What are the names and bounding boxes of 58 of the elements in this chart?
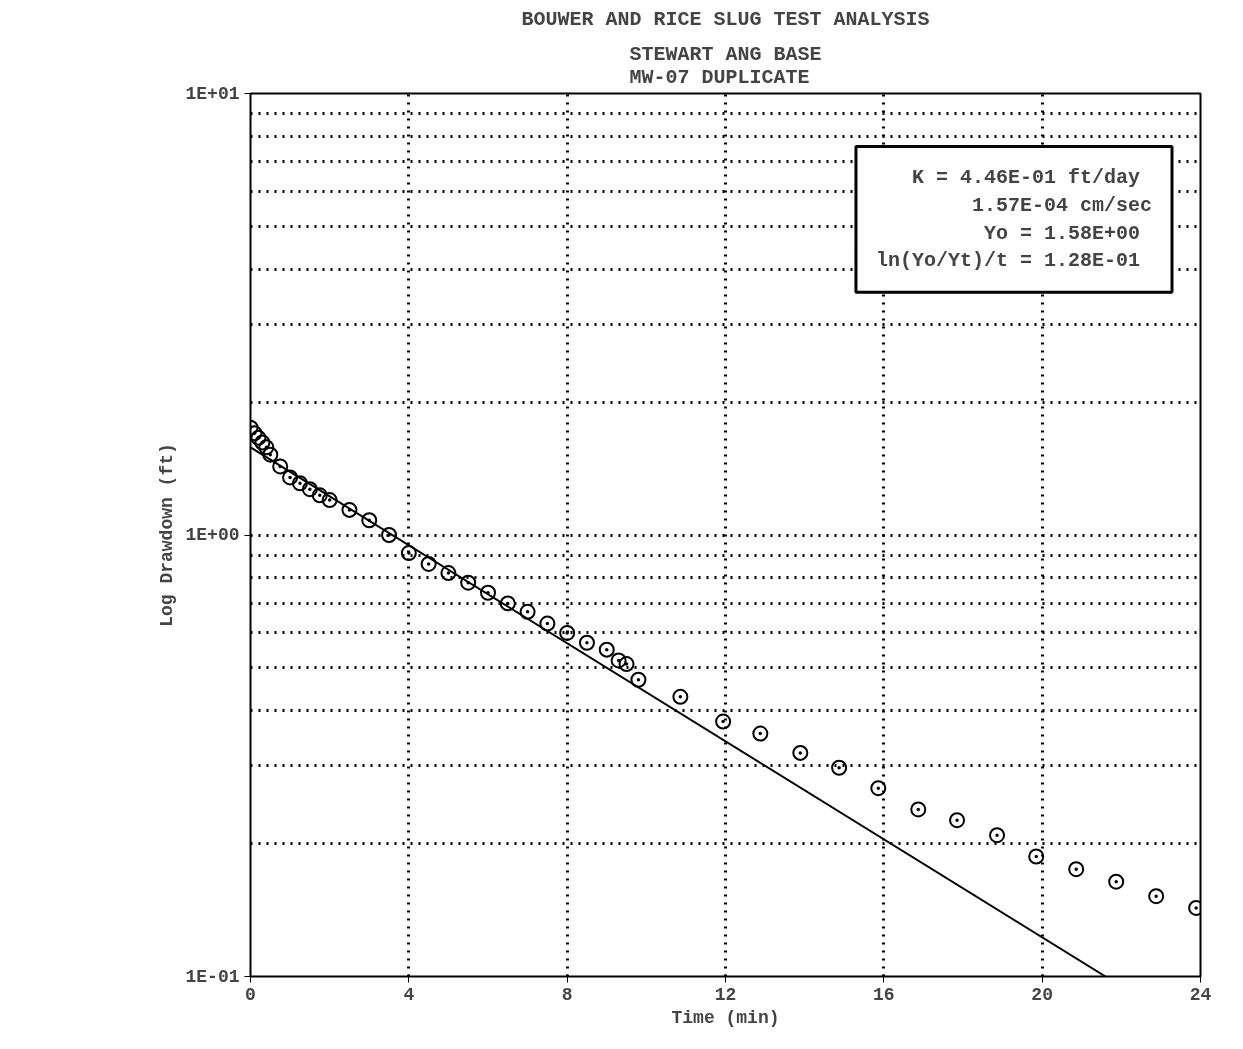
x-tick-label: 4: [403, 984, 415, 1005]
point: [831, 759, 848, 776]
y-axis-title: Log Drawdown (ft): [157, 443, 178, 627]
x-tick-label: 16: [873, 984, 895, 1005]
y-tick-label: 1E+01: [185, 83, 240, 104]
x-tick-label: 8: [561, 984, 573, 1005]
point: [254, 434, 271, 451]
chart-title: BOUWER AND RICE SLUG TEST ANALYSIS: [521, 7, 930, 31]
x-axis-title: Time (min): [671, 1007, 780, 1028]
point: [460, 574, 477, 591]
point: [1148, 888, 1165, 905]
point: [1108, 873, 1125, 890]
point: [559, 624, 576, 641]
point: [578, 634, 595, 651]
x-tick-label: 0: [245, 984, 256, 1005]
y-tick-label: 1E+00: [185, 525, 240, 545]
point: [250, 429, 267, 446]
point: [519, 603, 536, 620]
point: [989, 827, 1006, 844]
point: [792, 744, 809, 761]
point: [910, 801, 927, 818]
point: [949, 812, 966, 829]
annotation: ln(Yo/Yt)/t = 1.28E-01: [875, 249, 1140, 273]
annotation: Yo = 1.58E+00: [983, 221, 1140, 245]
point: [752, 725, 769, 742]
annotation: K = 4.46E-01 ft/day: [911, 166, 1141, 190]
point: [262, 446, 279, 463]
point: [610, 652, 627, 669]
point: [630, 671, 647, 688]
point: [361, 512, 378, 529]
x-tick-label: 12: [714, 984, 737, 1005]
point: [1068, 861, 1085, 878]
annotation: 1.57E-04 cm/sec: [971, 194, 1152, 218]
x-tick-label: 20: [1031, 984, 1053, 1005]
point: [598, 641, 615, 658]
point: [341, 501, 358, 518]
point: [420, 555, 437, 572]
point: [870, 780, 887, 797]
point: [301, 481, 318, 498]
point: [311, 487, 328, 504]
point: [499, 595, 516, 612]
point: [381, 527, 398, 543]
point: [321, 492, 338, 509]
point: [672, 688, 689, 705]
y-tick-label: 1E-01: [185, 966, 240, 987]
point: [400, 545, 417, 562]
point: [282, 469, 299, 486]
point: [539, 615, 556, 632]
point: [480, 584, 496, 601]
point: [1028, 848, 1045, 865]
x-tick-label: 24: [1189, 984, 1212, 1005]
point: [272, 458, 289, 475]
point: [440, 565, 457, 582]
point: [291, 475, 308, 492]
point: [618, 656, 635, 673]
point: [258, 439, 275, 456]
point: [715, 713, 732, 730]
chart-subtitle: STEWART ANG BASE MW-07 DUPLICATE: [629, 42, 822, 89]
